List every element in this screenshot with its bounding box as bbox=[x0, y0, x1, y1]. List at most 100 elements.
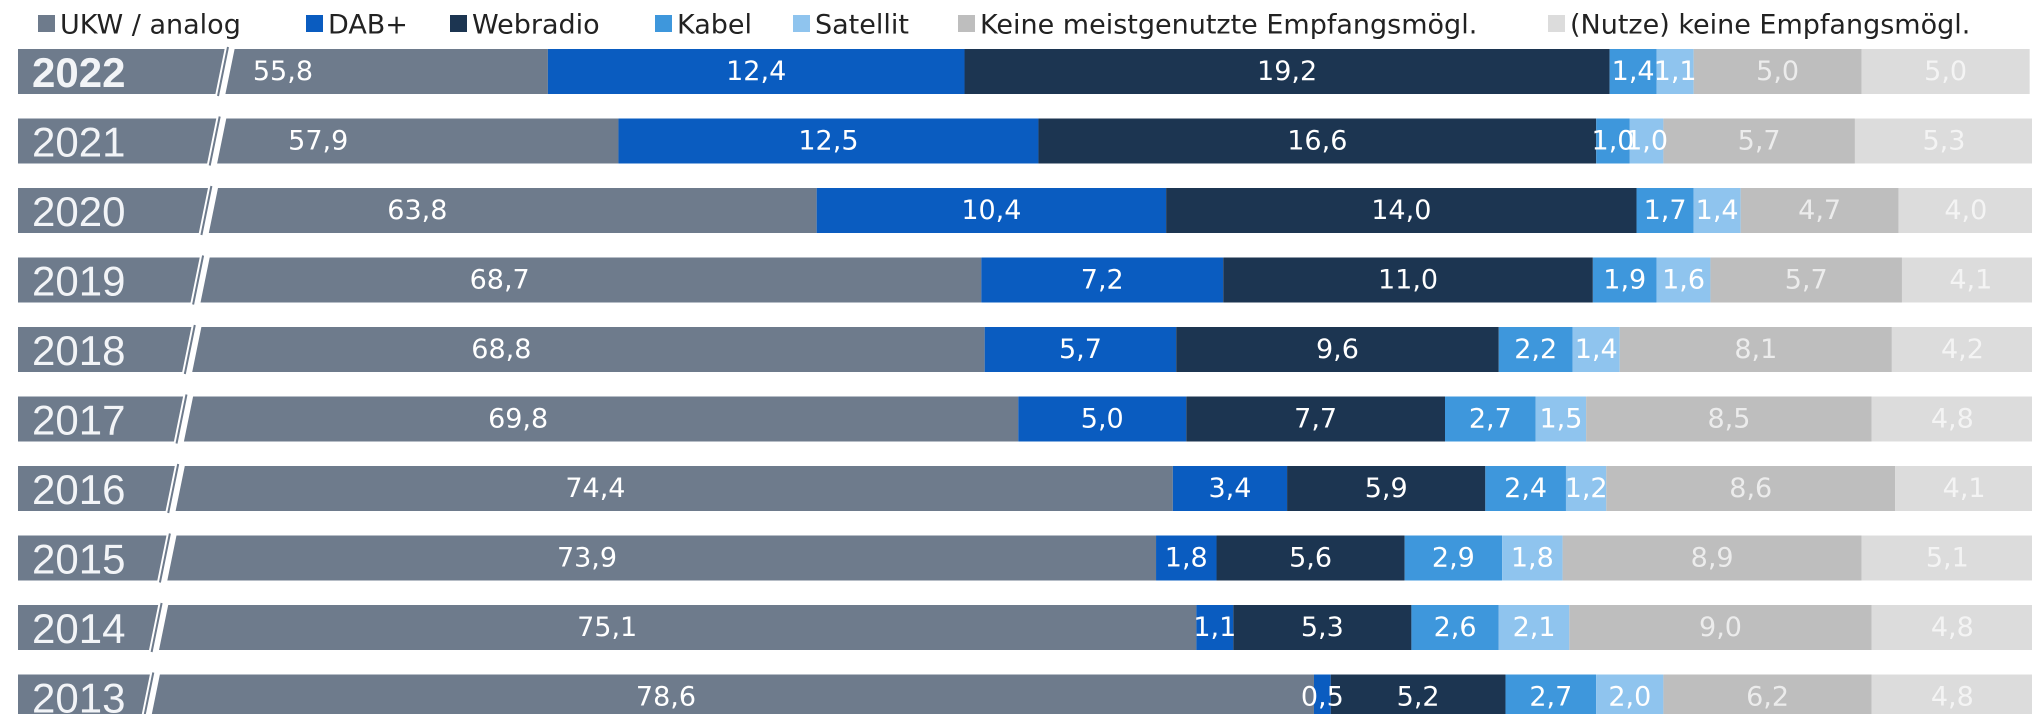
value-label: 12,5 bbox=[798, 126, 858, 157]
value-label: 5,6 bbox=[1289, 543, 1332, 574]
value-label: 8,9 bbox=[1691, 543, 1734, 574]
bar-segment bbox=[1596, 674, 1664, 714]
value-label: 7,7 bbox=[1294, 404, 1337, 435]
bar-segment bbox=[1223, 257, 1593, 303]
value-label: 5,3 bbox=[1922, 126, 1965, 157]
value-label: 57,9 bbox=[288, 126, 348, 157]
value-label: 5,7 bbox=[1059, 334, 1102, 365]
bar-segment bbox=[1609, 49, 1657, 94]
value-label: 1,4 bbox=[1696, 195, 1739, 226]
legend-swatch bbox=[306, 15, 323, 32]
value-label: 1,0 bbox=[1592, 126, 1635, 157]
bar-segment bbox=[1871, 605, 2032, 650]
value-label: 19,2 bbox=[1257, 56, 1317, 87]
value-label: 7,2 bbox=[1081, 265, 1124, 296]
value-label: 9,6 bbox=[1316, 334, 1359, 365]
value-label: 4,7 bbox=[1798, 195, 1841, 226]
value-label: 16,6 bbox=[1287, 126, 1347, 157]
year-label: 2015 bbox=[32, 536, 125, 583]
year-label: 2016 bbox=[32, 466, 125, 513]
value-label: 63,8 bbox=[387, 195, 447, 226]
bar-segment bbox=[1693, 188, 1741, 233]
year-label: 2014 bbox=[32, 605, 125, 652]
bar-segment bbox=[547, 49, 965, 94]
value-label: 55,8 bbox=[253, 56, 313, 87]
value-label: 0,5 bbox=[1301, 682, 1344, 713]
legend-swatch bbox=[655, 15, 672, 32]
bar-segment bbox=[1485, 466, 1566, 511]
bar-segment bbox=[1498, 605, 1570, 650]
value-label: 73,9 bbox=[557, 543, 617, 574]
value-label: 1,4 bbox=[1612, 56, 1655, 87]
value-label: 5,3 bbox=[1301, 612, 1344, 643]
bar-segment bbox=[1502, 535, 1563, 581]
axis-break-line bbox=[208, 116, 221, 166]
bar-segment bbox=[981, 257, 1224, 303]
value-label: 2,2 bbox=[1514, 334, 1557, 365]
bar-segment bbox=[1176, 327, 1499, 372]
bar-segment bbox=[1898, 188, 2032, 233]
bar-segment bbox=[1740, 188, 1899, 233]
bar-segment bbox=[1287, 466, 1486, 511]
bar-segment bbox=[18, 118, 619, 164]
bar-segment bbox=[18, 535, 1157, 581]
axis-break-line bbox=[167, 463, 180, 514]
value-label: 4,8 bbox=[1931, 404, 1974, 435]
axis-break-line bbox=[150, 602, 163, 653]
value-label: 2,4 bbox=[1504, 473, 1547, 504]
axis-break-line bbox=[183, 324, 196, 375]
value-label: 12,4 bbox=[726, 56, 786, 87]
value-label: 2,7 bbox=[1529, 682, 1572, 713]
axis-break-line bbox=[192, 255, 205, 305]
bar-segment bbox=[1233, 605, 1412, 650]
year-label: 2017 bbox=[32, 397, 125, 444]
bar-segment bbox=[1592, 257, 1657, 303]
value-label: 1,1 bbox=[1654, 56, 1697, 87]
value-label: 2,9 bbox=[1432, 543, 1475, 574]
bar-segment bbox=[1619, 327, 1892, 372]
value-label: 68,7 bbox=[470, 265, 530, 296]
bar-segment bbox=[1216, 535, 1405, 581]
legend-label: Keine meistgenutzte Empfangsmögl. bbox=[980, 10, 1477, 41]
bar-segment bbox=[1861, 49, 2030, 94]
bar-segment bbox=[1629, 118, 1664, 164]
value-label: 74,4 bbox=[565, 473, 625, 504]
year-label: 2020 bbox=[32, 188, 125, 235]
bar-segment bbox=[1562, 535, 1862, 581]
legend-swatch bbox=[450, 15, 467, 32]
value-label: 2,7 bbox=[1469, 404, 1512, 435]
value-label: 1,8 bbox=[1165, 543, 1208, 574]
bar-segment bbox=[984, 327, 1177, 372]
bar-segment bbox=[1505, 674, 1597, 714]
value-label: 1,0 bbox=[1625, 126, 1668, 157]
bar-segment bbox=[1871, 396, 2032, 442]
value-label: 5,9 bbox=[1365, 473, 1408, 504]
bar-segment bbox=[1663, 674, 1872, 714]
value-label: 4,0 bbox=[1944, 195, 1987, 226]
bar-segment bbox=[1498, 327, 1573, 372]
year-label: 2021 bbox=[32, 119, 125, 166]
value-label: 5,7 bbox=[1738, 126, 1781, 157]
value-label: 5,0 bbox=[1756, 56, 1799, 87]
value-label: 4,8 bbox=[1931, 682, 1974, 713]
value-label: 4,2 bbox=[1941, 334, 1984, 365]
value-label: 4,8 bbox=[1931, 612, 1974, 643]
legend-label: Webradio bbox=[472, 10, 600, 41]
value-label: 1,2 bbox=[1565, 473, 1608, 504]
value-label: 8,5 bbox=[1707, 404, 1750, 435]
bar-segment bbox=[816, 188, 1167, 233]
legend-label: Kabel bbox=[677, 10, 752, 41]
bar-segment bbox=[18, 188, 817, 233]
value-label: 4,1 bbox=[1943, 473, 1986, 504]
value-label: 11,0 bbox=[1378, 265, 1438, 296]
year-label: 2019 bbox=[32, 258, 125, 305]
value-label: 1,8 bbox=[1511, 543, 1554, 574]
value-label: 1,5 bbox=[1539, 404, 1582, 435]
value-label: 9,0 bbox=[1699, 612, 1742, 643]
value-label: 75,1 bbox=[577, 612, 637, 643]
value-label: 1,9 bbox=[1603, 265, 1646, 296]
value-label: 1,6 bbox=[1662, 265, 1705, 296]
value-label: 5,2 bbox=[1397, 682, 1440, 713]
bar-segment bbox=[1606, 466, 1896, 511]
